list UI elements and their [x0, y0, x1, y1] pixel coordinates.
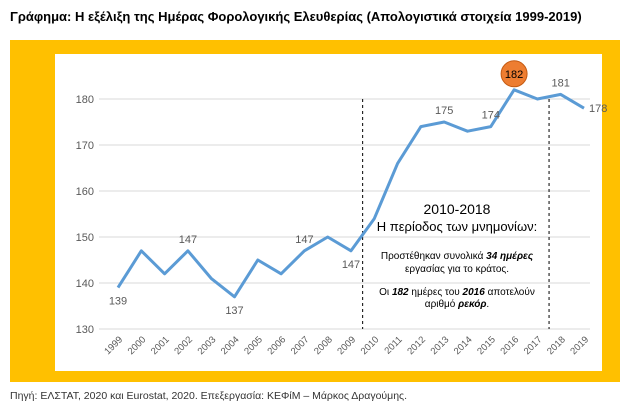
data-label: 174	[482, 110, 500, 122]
x-tick-label: 2015	[475, 334, 498, 357]
plot-panel	[55, 54, 602, 371]
data-label: 139	[109, 296, 127, 308]
data-label: 147	[179, 234, 197, 246]
x-tick-label: 2012	[405, 334, 428, 357]
annotation-heading: 2010-2018	[424, 201, 491, 217]
x-tick-label: 2010	[359, 334, 382, 357]
x-tick-label: 2005	[242, 334, 265, 357]
x-tick-label: 2018	[545, 334, 568, 357]
source-note: Πηγή: ΕΛΣΤΑΤ, 2020 και Eurostat, 2020. Ε…	[10, 390, 408, 402]
annotation-line-2: εργασίας για το κράτος.	[405, 263, 509, 275]
series-line	[116, 88, 585, 299]
y-tick-label: 130	[76, 324, 94, 336]
x-tick-label: 2008	[312, 334, 335, 357]
chart-title: Γράφημα: Η εξέλιξη της Ημέρας Φορολογική…	[10, 9, 582, 24]
x-tick-label: 2003	[196, 334, 219, 357]
highlight-marker	[500, 60, 528, 88]
x-tick-label: 2019	[568, 334, 591, 357]
x-tick-label: 2014	[452, 334, 475, 357]
annotation-line-1: Προστέθηκαν συνολικά 34 ημέρες	[381, 250, 534, 262]
data-label: 182	[505, 69, 523, 81]
annotation-line-4: αριθμό ρεκόρ.	[425, 298, 489, 310]
x-tick-label: 2006	[265, 334, 288, 357]
y-tick-label: 140	[76, 278, 94, 290]
annotation-line-3: Οι 182 ημέρες του 2016 αποτελούν	[379, 286, 535, 298]
x-tick-label: 2000	[126, 334, 149, 357]
x-tick-label: 2007	[289, 334, 312, 357]
data-label: 181	[552, 77, 570, 89]
x-tick-label: 2017	[522, 334, 545, 357]
x-tick-label: 2016	[498, 334, 521, 357]
x-tick-label: 2013	[429, 334, 452, 357]
period-annotation: 2010-2018 Η περίοδος των μνημονίων: Προσ…	[377, 201, 537, 310]
data-label: 175	[435, 105, 453, 117]
y-tick-label: 180	[76, 94, 94, 106]
x-tick-label: 2009	[335, 334, 358, 357]
annotation-subheading: Η περίοδος των μνημονίων:	[377, 219, 537, 234]
y-tick-label: 170	[76, 140, 94, 152]
x-tick-label: 1999	[102, 334, 125, 357]
y-tick-label: 150	[76, 232, 94, 244]
x-tick-label: 2011	[382, 334, 404, 356]
x-tick-label: 2004	[219, 334, 242, 357]
data-label: 147	[342, 259, 360, 271]
y-tick-label: 160	[76, 186, 94, 198]
data-label: 147	[295, 234, 313, 246]
x-tick-label: 2002	[172, 334, 195, 357]
data-label: 137	[225, 305, 243, 317]
data-label: 178	[589, 103, 607, 115]
x-tick-label: 2001	[149, 334, 172, 357]
